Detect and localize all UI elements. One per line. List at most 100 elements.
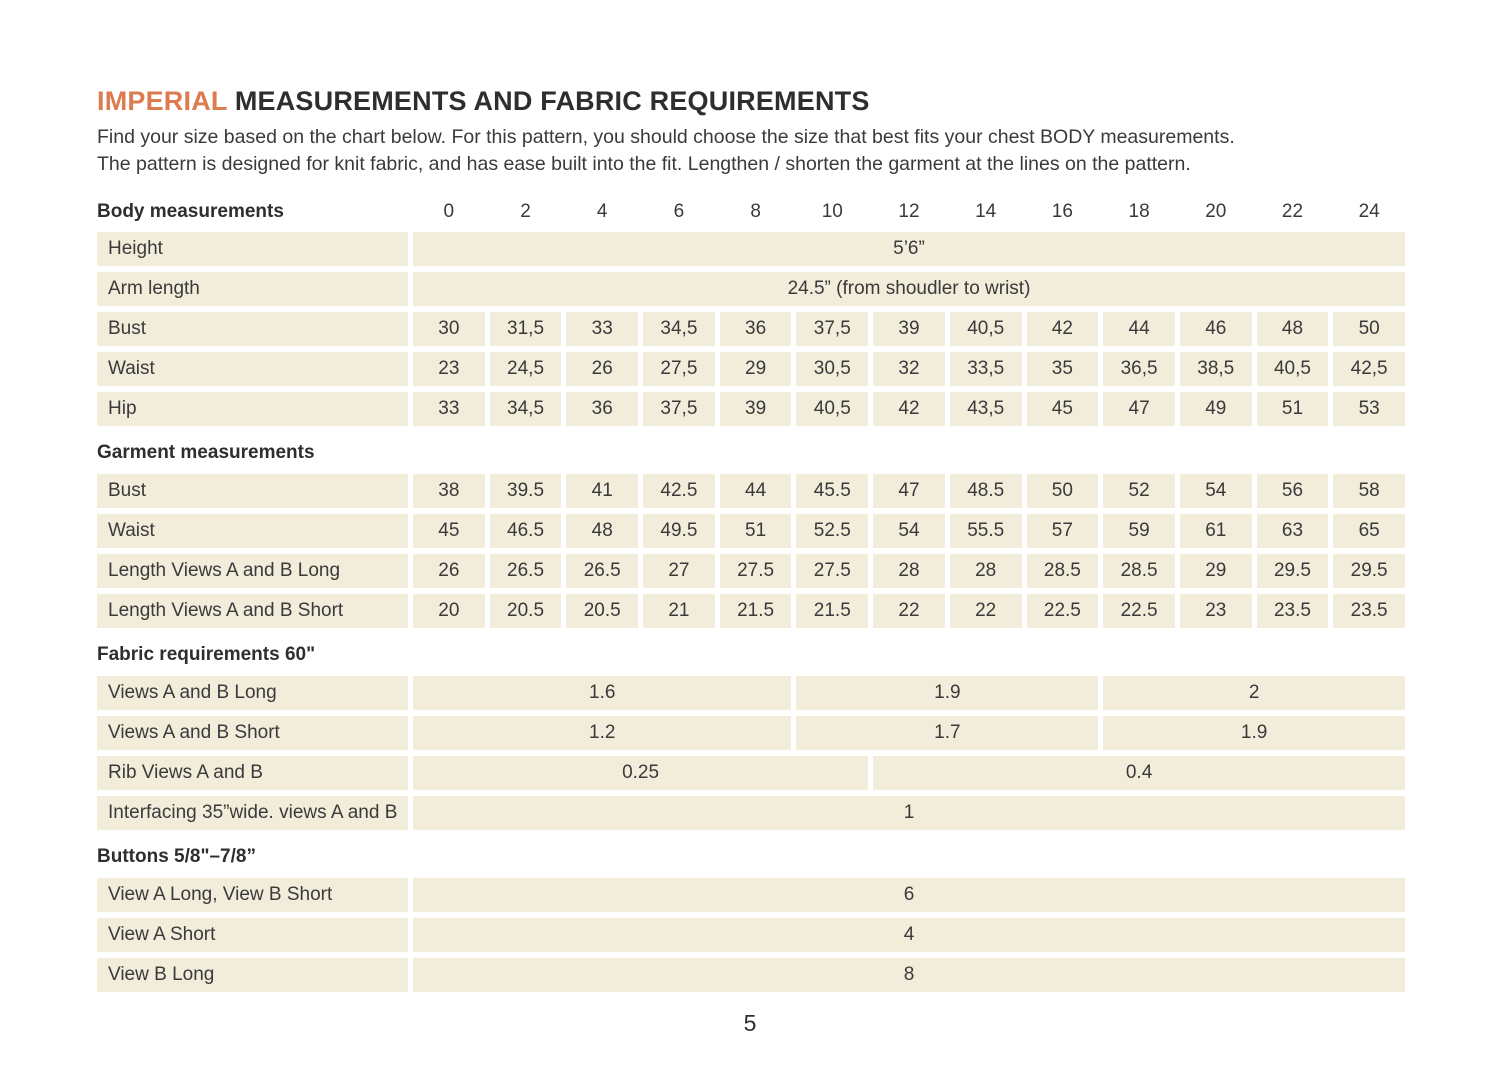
page-title-rest: MEASUREMENTS AND FABRIC REQUIREMENTS xyxy=(227,86,870,116)
value-span-cell: 0.4 xyxy=(873,756,1405,790)
value-cell: 20.5 xyxy=(566,594,639,628)
value-cell: 27.5 xyxy=(719,554,792,588)
value-cell: 43,5 xyxy=(949,392,1022,426)
row-label: Length Views A and B Short xyxy=(97,594,408,628)
value-cell: 39.5 xyxy=(489,474,562,508)
size-column-header: 2 xyxy=(520,201,531,222)
value-span-cell: 1.9 xyxy=(796,676,1099,710)
value-cell: 52.5 xyxy=(796,514,869,548)
value-cell: 44 xyxy=(1103,312,1175,346)
size-column-header: 4 xyxy=(596,201,608,222)
value-cell: 53 xyxy=(1333,392,1405,426)
row-label: Interfacing 35”wide. views A and B xyxy=(97,796,408,830)
size-column-header: 24 xyxy=(1358,201,1380,222)
value-span-cell: 2 xyxy=(1103,676,1405,710)
value-cell: 33 xyxy=(413,392,485,426)
measurements-table: Body measurements 0 2 4 6 8 10 12 14 16 18 20 22 24 He… xyxy=(97,198,1405,992)
section-header: Buttons 5/8"–7/8” xyxy=(97,846,256,867)
value-cell: 49 xyxy=(1179,392,1252,426)
row-label: Bust xyxy=(97,312,408,346)
row-label: View B Long xyxy=(97,958,408,992)
size-column-header: 18 xyxy=(1128,201,1150,222)
value-cell: 36,5 xyxy=(1103,352,1175,386)
row-label: Views A and B Long xyxy=(97,676,408,710)
value-cell: 29.5 xyxy=(1333,554,1405,588)
value-cell: 56 xyxy=(1256,474,1329,508)
value-cell: 28.5 xyxy=(1026,554,1099,588)
value-cell: 40,5 xyxy=(1256,352,1329,386)
value-cell: 36 xyxy=(566,392,639,426)
value-cell: 50 xyxy=(1333,312,1405,346)
value-cell: 42 xyxy=(1026,312,1099,346)
value-cell: 45.5 xyxy=(796,474,869,508)
value-cell: 22.5 xyxy=(1103,594,1175,628)
value-cell: 46.5 xyxy=(489,514,562,548)
value-cell: 21 xyxy=(643,594,715,628)
value-cell: 29 xyxy=(719,352,792,386)
value-span-cell: 24.5” (from shoudler to wrist) xyxy=(413,272,1405,306)
value-cell: 36 xyxy=(719,312,792,346)
value-cell: 37,5 xyxy=(796,312,869,346)
row-label: Bust xyxy=(97,474,408,508)
section-header: Garment measurements xyxy=(97,442,315,463)
value-cell: 30,5 xyxy=(796,352,869,386)
value-span-cell: 8 xyxy=(413,958,1405,992)
value-cell: 42,5 xyxy=(1333,352,1405,386)
value-cell: 26 xyxy=(566,352,639,386)
value-cell: 28.5 xyxy=(1103,554,1175,588)
value-cell: 51 xyxy=(1256,392,1329,426)
value-cell: 23.5 xyxy=(1256,594,1329,628)
value-cell: 38,5 xyxy=(1179,352,1252,386)
size-column-header: 10 xyxy=(821,201,843,222)
value-cell: 26.5 xyxy=(566,554,639,588)
value-cell: 48 xyxy=(1256,312,1329,346)
value-cell: 33,5 xyxy=(949,352,1022,386)
row-label: Height xyxy=(97,232,408,266)
value-cell: 47 xyxy=(1103,392,1175,426)
size-column-header: 8 xyxy=(750,201,761,222)
value-span-cell: 5’6” xyxy=(413,232,1405,266)
value-cell: 21.5 xyxy=(796,594,869,628)
value-cell: 22 xyxy=(949,594,1022,628)
row-label: View A Short xyxy=(97,918,408,952)
size-column-header: 12 xyxy=(898,201,920,222)
value-cell: 47 xyxy=(873,474,945,508)
value-cell: 42 xyxy=(873,392,945,426)
value-span-cell: 1 xyxy=(413,796,1405,830)
value-cell: 46 xyxy=(1179,312,1252,346)
value-cell: 39 xyxy=(719,392,792,426)
row-label: Length Views A and B Long xyxy=(97,554,408,588)
row-label: Views A and B Short xyxy=(97,716,408,750)
value-span-cell: 1.6 xyxy=(413,676,792,710)
value-cell: 41 xyxy=(566,474,639,508)
value-cell: 63 xyxy=(1256,514,1329,548)
value-cell: 59 xyxy=(1103,514,1175,548)
page-title-accent: IMPERIAL xyxy=(97,86,228,116)
value-cell: 28 xyxy=(949,554,1022,588)
row-label: Arm length xyxy=(97,272,408,306)
intro-line-1: Find your size based on the chart below.… xyxy=(97,126,1235,148)
value-cell: 61 xyxy=(1179,514,1252,548)
size-column-header: 0 xyxy=(443,201,455,222)
value-cell: 24,5 xyxy=(489,352,562,386)
value-cell: 27 xyxy=(643,554,715,588)
size-column-header: 16 xyxy=(1051,201,1073,222)
value-cell: 44 xyxy=(719,474,792,508)
value-cell: 40,5 xyxy=(796,392,869,426)
value-cell: 54 xyxy=(873,514,945,548)
value-cell: 48 xyxy=(566,514,639,548)
table-header-label: Body measurements xyxy=(97,201,284,222)
value-cell: 27.5 xyxy=(796,554,869,588)
value-cell: 22.5 xyxy=(1026,594,1099,628)
value-cell: 31,5 xyxy=(489,312,562,346)
value-cell: 28 xyxy=(873,554,945,588)
value-cell: 50 xyxy=(1026,474,1099,508)
size-column-header: 14 xyxy=(975,201,997,222)
value-cell: 20 xyxy=(413,594,485,628)
row-label: Hip xyxy=(97,392,408,426)
value-span-cell: 6 xyxy=(413,878,1405,912)
page-number: 5 xyxy=(743,1010,757,1036)
value-cell: 23.5 xyxy=(1333,594,1405,628)
value-cell: 48.5 xyxy=(949,474,1022,508)
value-cell: 42.5 xyxy=(643,474,715,508)
